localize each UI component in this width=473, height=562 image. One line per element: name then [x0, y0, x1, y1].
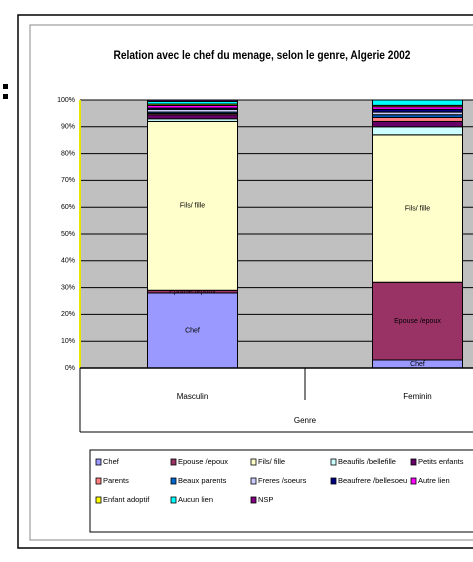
bar-segment: [372, 281, 463, 361]
legend-swatch: [250, 477, 257, 485]
bar-segment: [147, 120, 238, 291]
legend-label: Chef: [103, 457, 120, 466]
y-tick-label: 90%: [61, 124, 75, 131]
y-tick-label: 50%: [61, 231, 75, 238]
legend-swatch: [250, 496, 257, 504]
bar-segment: [372, 134, 463, 283]
legend-swatch: [95, 496, 102, 504]
chart-area: [29, 24, 473, 541]
legend-label: Parents: [103, 476, 129, 485]
bar-segment: [372, 99, 463, 106]
y-tick-label: 40%: [61, 258, 75, 265]
y-tick-label: 0%: [65, 365, 75, 372]
legend-label: Beaufrere /bellesoeu: [338, 476, 407, 485]
legend-label: Fils/ fille: [258, 457, 285, 466]
bar-segment: [372, 126, 463, 136]
legend-swatch: [410, 458, 417, 466]
legend-swatch: [170, 477, 177, 485]
legend-swatch: [330, 458, 337, 466]
y-tick-label: 80%: [61, 150, 75, 157]
data-label: Fils/ fille: [180, 203, 205, 210]
legend-label: Beaufils /bellefille: [338, 457, 396, 466]
x-axis-title: Genre: [294, 416, 317, 425]
y-tick-label: 70%: [61, 177, 75, 184]
y-tick-label: 30%: [61, 284, 75, 291]
data-label: Epouse /epoux: [169, 288, 216, 295]
x-tick-label: Feminin: [403, 392, 431, 401]
legend-label: NSP: [258, 495, 273, 504]
legend-swatch: [250, 458, 257, 466]
y-tick-label: 60%: [61, 204, 75, 211]
legend-label: Epouse /epoux: [178, 457, 228, 466]
y-tick-label: 100%: [57, 97, 75, 104]
legend-swatch: [95, 477, 102, 485]
legend-label: Beaux parents: [178, 476, 227, 485]
glyph: [3, 94, 8, 99]
y-tick-label: 10%: [61, 338, 75, 345]
bar-segment: [147, 99, 238, 102]
legend-label: Petits enfants: [418, 457, 464, 466]
data-label: Fils/ fille: [405, 205, 430, 212]
data-label: Epouse /epoux: [394, 318, 441, 325]
x-tick-label: Masculin: [177, 392, 209, 401]
bar-segment: [372, 116, 463, 122]
data-label: Chef: [185, 327, 200, 334]
legend-swatch: [410, 477, 417, 485]
legend-swatch: [170, 458, 177, 466]
data-label: Chef: [410, 361, 425, 368]
legend-swatch: [170, 496, 177, 504]
bar-segment: [147, 292, 238, 369]
legend-label: Freres /soeurs: [258, 476, 307, 485]
legend-label: Autre lien: [418, 476, 450, 485]
y-tick-label: 20%: [61, 311, 75, 318]
legend-label: Aucun lien: [178, 495, 213, 504]
legend-swatch: [95, 458, 102, 466]
bar-segment: [372, 120, 463, 128]
legend-label: Enfant adoptif: [103, 495, 150, 504]
legend-box: [89, 449, 473, 533]
chart-title: Relation avec le chef du menage, selon l…: [114, 49, 411, 62]
bar-segment: [147, 114, 238, 120]
glyph: [3, 84, 8, 89]
legend-swatch: [330, 477, 337, 485]
